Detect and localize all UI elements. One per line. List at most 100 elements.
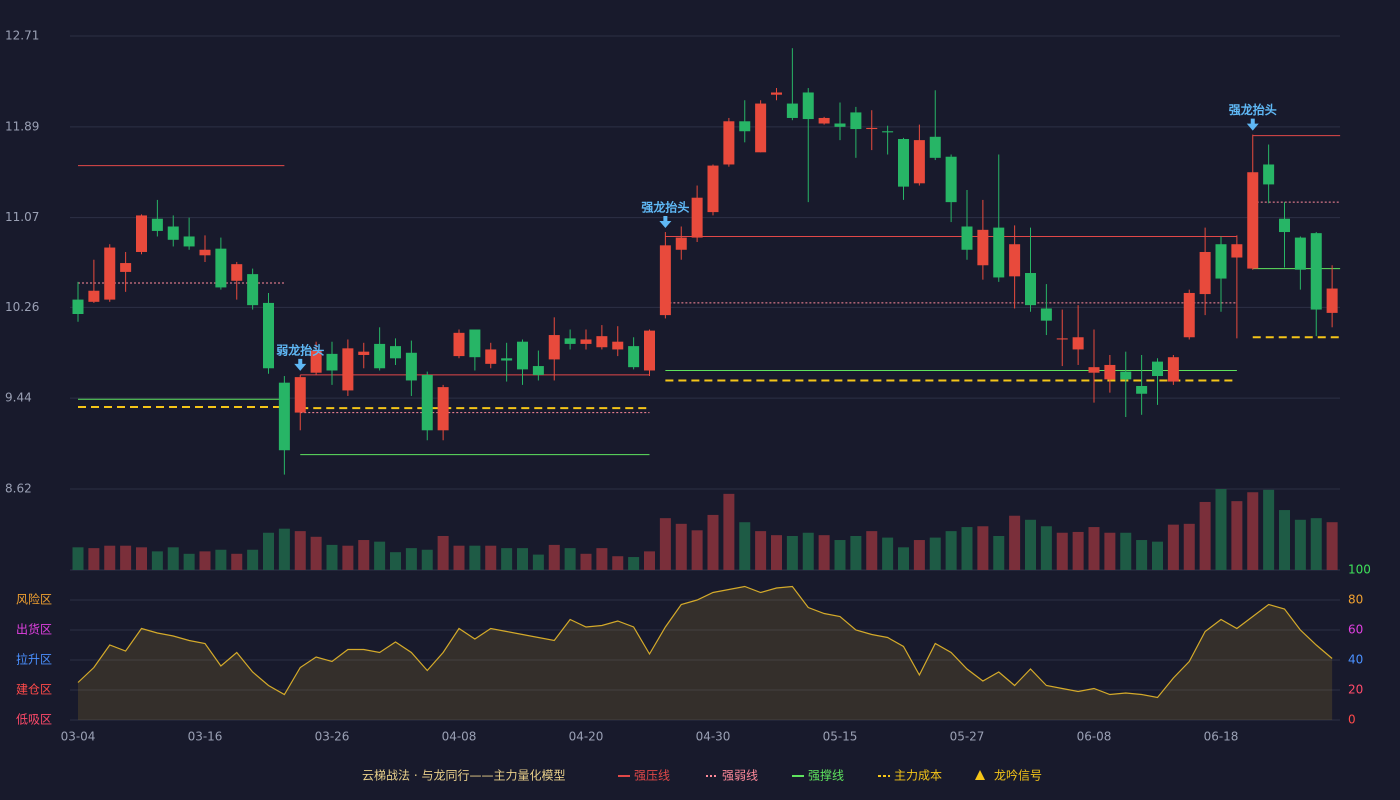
candle-body — [993, 227, 1005, 278]
candle-body — [405, 352, 417, 381]
volume-bar — [469, 545, 481, 570]
candle-body — [913, 140, 925, 184]
candle-body — [215, 248, 227, 288]
volume-bar — [501, 548, 513, 570]
y-tick-label: 建仓区 — [16, 683, 52, 697]
candle-body — [517, 341, 528, 370]
annotation-text: 弱龙抬头 — [276, 342, 324, 357]
y-tick-label: 10.26 — [5, 300, 39, 314]
volume-bar — [199, 551, 211, 570]
volume-bar — [802, 532, 814, 570]
candle-body — [850, 112, 862, 130]
candle-body — [1040, 308, 1052, 321]
candle-body — [532, 366, 544, 375]
candle-body — [247, 274, 259, 306]
y2-tick-label: 20 — [1348, 683, 1363, 697]
candle-body — [771, 92, 782, 95]
volume-bar — [72, 547, 84, 570]
candle-body — [1025, 273, 1036, 306]
volume-bar — [247, 549, 259, 570]
x-tick-label: 06-08 — [1077, 730, 1112, 744]
volume-bar — [913, 540, 925, 570]
volume-bar — [739, 522, 751, 570]
x-tick-label: 05-15 — [823, 730, 858, 744]
x-tick-label: 04-20 — [569, 730, 604, 744]
candle-body — [1263, 164, 1275, 185]
volume-bar — [1104, 532, 1116, 570]
candle-body — [786, 103, 798, 118]
volume-bar — [834, 540, 846, 570]
candle-body — [120, 263, 132, 272]
annotation-text: 强龙抬头 — [1229, 102, 1277, 117]
volume-bar — [771, 535, 782, 570]
volume-bar — [1231, 501, 1243, 570]
candle-body — [88, 290, 100, 302]
legend-label: 强撑线 — [808, 768, 844, 783]
x-tick-label: 05-27 — [950, 730, 985, 744]
candle-body — [374, 343, 386, 369]
candle-body — [199, 249, 211, 256]
candle-body — [723, 121, 735, 165]
candle-body — [1152, 361, 1163, 377]
candle-body — [72, 299, 84, 315]
candle-body — [183, 236, 195, 247]
candle-body — [596, 336, 608, 348]
volume-bar — [945, 531, 957, 570]
y-tick-label: 8.62 — [5, 482, 32, 496]
candle-body — [802, 92, 814, 120]
legend-label: 强弱线 — [722, 769, 758, 783]
legend-label: 强压线 — [634, 769, 670, 783]
y-tick-label: 低吸区 — [16, 713, 52, 727]
candle-body — [1294, 237, 1306, 270]
volume-bar — [596, 548, 608, 570]
candle-body — [1088, 367, 1100, 373]
candle-body — [390, 346, 401, 359]
volume-bar — [866, 531, 878, 570]
candle-body — [326, 353, 338, 371]
volume-bar — [231, 553, 243, 570]
candle-body — [278, 382, 290, 451]
candle-body — [1183, 292, 1195, 338]
annotation-arrow — [294, 358, 307, 371]
volume-bar — [1215, 489, 1227, 570]
volume-bar — [707, 514, 719, 570]
candle-body — [612, 341, 624, 350]
y-tick-label: 9.44 — [5, 391, 32, 405]
volume-bar — [437, 535, 449, 570]
volume-bar — [485, 545, 497, 570]
volume-bar — [120, 545, 132, 570]
candle-body — [310, 350, 322, 373]
legend-label: 龙吟信号 — [994, 768, 1042, 783]
volume-bar — [88, 548, 100, 570]
volume-bar — [850, 535, 862, 570]
volume-bar — [612, 556, 624, 570]
candle-body — [136, 215, 147, 252]
y2-tick-label: 100 — [1348, 563, 1371, 577]
volume-bar — [405, 548, 417, 570]
volume-bar — [929, 537, 941, 570]
volume-bar — [1152, 541, 1163, 570]
y2-tick-label: 40 — [1348, 653, 1363, 667]
volume-bar — [167, 547, 179, 570]
candle-body — [564, 338, 576, 344]
volume-bar — [1040, 526, 1052, 570]
volume-bar — [644, 551, 655, 570]
x-tick-label: 06-18 — [1204, 730, 1239, 744]
volume-bar — [215, 549, 227, 570]
volume-bar — [517, 548, 528, 570]
candle-body — [1104, 364, 1116, 380]
candle-body — [167, 226, 179, 240]
legend-swatch — [975, 770, 985, 780]
candle-body — [1326, 288, 1338, 313]
y-tick-label: 风险区 — [16, 592, 52, 607]
volume-bar — [882, 537, 894, 570]
candle-body — [675, 237, 687, 250]
candle-body — [1136, 385, 1148, 394]
volume-bar — [532, 554, 544, 570]
x-tick-label: 03-16 — [188, 730, 223, 744]
volume-bar — [564, 548, 576, 570]
volume-bar — [1025, 519, 1036, 570]
volume-bar — [183, 553, 195, 570]
volume-bar — [628, 557, 640, 570]
candle-body — [1167, 357, 1179, 382]
